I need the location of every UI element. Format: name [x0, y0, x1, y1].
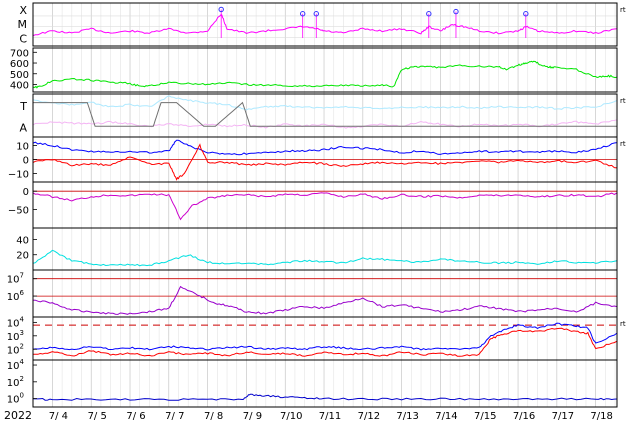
date-tick-label: 7/14	[435, 411, 457, 422]
date-tick-label: 7/18	[590, 411, 612, 422]
data-series-line	[32, 393, 618, 401]
right-marker-label: rt	[620, 97, 626, 105]
data-series-line	[32, 249, 618, 267]
y-tick-label: 700	[10, 48, 29, 59]
y-tick-label: 104	[7, 315, 25, 329]
panel-axis-label: M	[18, 18, 28, 31]
date-tick-label: 7/16	[513, 411, 535, 422]
y-tick-label: 106	[7, 289, 25, 303]
y-tick-label: 10	[16, 141, 29, 152]
data-series-line	[32, 60, 618, 89]
date-tick-label: 7/15	[474, 411, 496, 422]
y-tick-label: 0	[23, 187, 29, 198]
year-label: 2022	[4, 409, 32, 422]
data-series-line	[33, 327, 618, 357]
y-tick-label: 103	[7, 329, 24, 343]
panel-axis-label: X	[19, 4, 27, 17]
data-series-line	[33, 101, 617, 127]
date-tick-label: 7/ 5	[88, 411, 107, 422]
y-tick-label: 20	[16, 251, 29, 262]
data-series-line	[32, 285, 618, 315]
grid-layer	[33, 3, 617, 407]
right-marker-label: rt	[620, 6, 626, 14]
y-tick-label: −10	[8, 170, 29, 181]
flare-marker	[218, 6, 224, 13]
y-tick-label: 500	[10, 70, 29, 81]
panel-axis-label: C	[19, 32, 27, 45]
y-tick-label: 0	[23, 156, 29, 167]
series-layer	[32, 6, 618, 401]
flare-marker	[453, 8, 459, 15]
y-tick-label: 600	[10, 59, 29, 70]
panel-frame	[32, 47, 618, 93]
flare-marker	[299, 11, 306, 17]
date-tick-label: 7/17	[552, 411, 574, 422]
right-marker-label: rt	[620, 140, 626, 148]
date-tick-label: 7/10	[280, 411, 302, 422]
date-tick-label: 7/ 6	[126, 411, 145, 422]
right-marker-label: rt	[620, 320, 626, 328]
date-tick-label: 7/ 8	[204, 411, 223, 422]
y-tick-label: 104	[7, 358, 25, 372]
date-tick-label: 7/ 4	[49, 411, 68, 422]
y-tick-label: 102	[7, 375, 24, 389]
y-tick-label: 40	[16, 236, 29, 247]
data-series-line	[32, 192, 618, 221]
date-tick-label: 7/12	[358, 411, 380, 422]
panel-frame	[32, 2, 618, 47]
y-tick-label: −50	[8, 206, 29, 217]
data-series-line	[32, 322, 618, 351]
y-tick-label: 400	[10, 81, 29, 92]
data-series-line	[32, 139, 618, 156]
panel-axis-label: A	[19, 122, 27, 135]
data-series-line	[32, 13, 618, 37]
y-tick-label: 102	[7, 342, 24, 356]
date-tick-label: 7/13	[396, 411, 418, 422]
data-series-line	[32, 143, 618, 181]
frame-layer	[32, 2, 618, 408]
y-tick-label: 107	[7, 272, 24, 286]
date-tick-label: 7/11	[319, 411, 341, 422]
flare-marker	[426, 11, 432, 17]
data-series-line	[32, 95, 618, 111]
data-series-line	[32, 119, 618, 129]
date-tick-label: 7/ 9	[243, 411, 262, 422]
flare-marker	[523, 11, 529, 17]
date-tick-label: 7/ 7	[165, 411, 184, 422]
panel-frame	[32, 359, 618, 408]
y-tick-label: 100	[7, 392, 24, 406]
text-layer: 2022 7/ 4 7/ 5 7/ 6 7/ 7 7/ 8 7/ 9 7/10 7/11 7/1…	[4, 4, 626, 422]
flare-marker	[313, 11, 319, 17]
panel-axis-label: T	[19, 100, 27, 113]
